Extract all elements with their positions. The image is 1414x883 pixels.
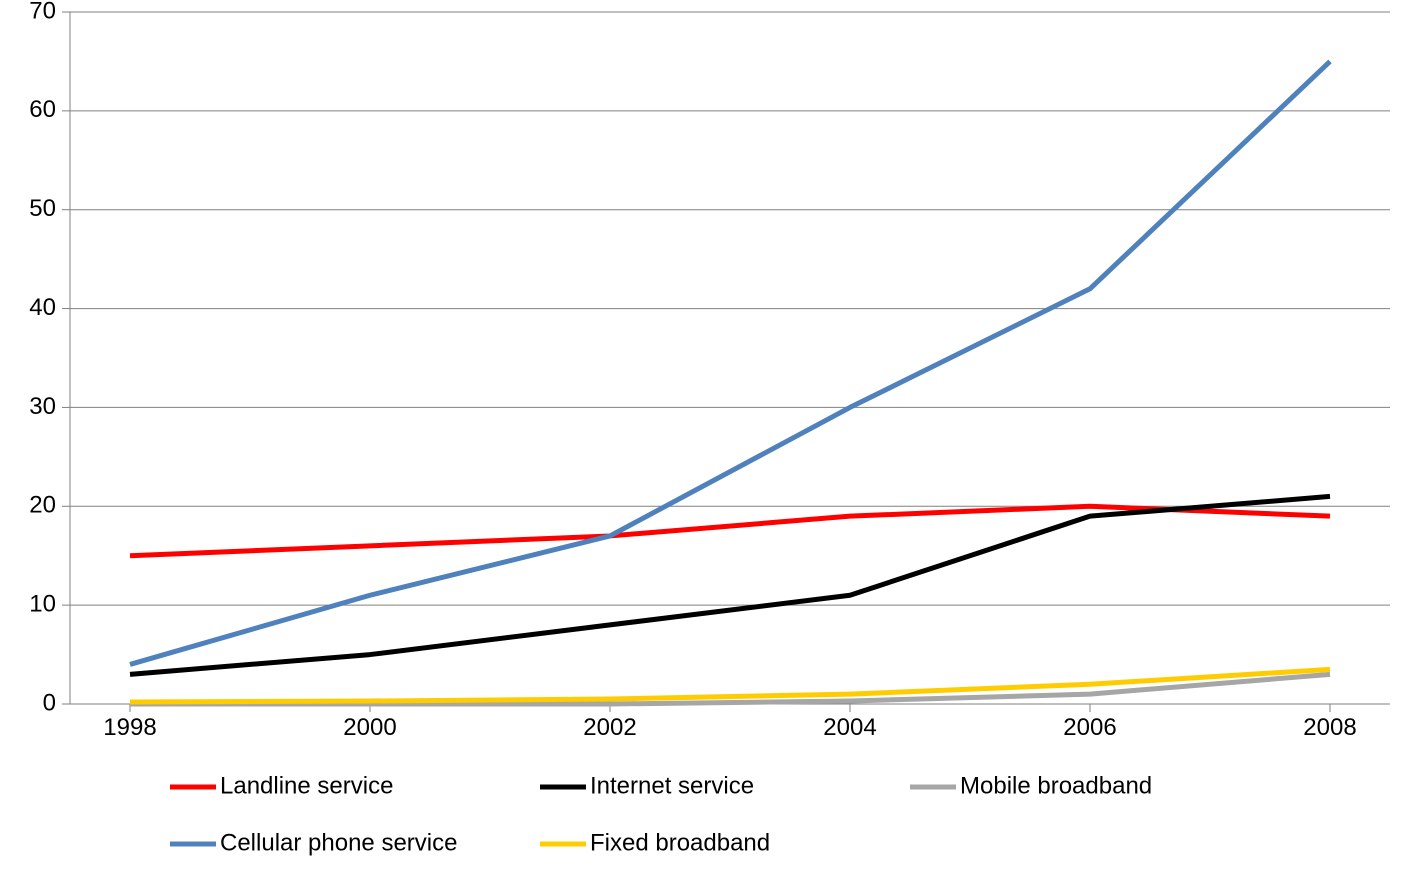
series-line <box>130 496 1330 674</box>
x-tick-label: 2008 <box>1303 714 1356 741</box>
x-tick-label: 2000 <box>343 714 396 741</box>
y-tick-label: 0 <box>43 689 56 716</box>
y-tick-label: 20 <box>29 492 56 519</box>
x-tick-label: 2006 <box>1063 714 1116 741</box>
series-line <box>130 61 1330 664</box>
y-tick-label: 10 <box>29 590 56 617</box>
legend-label: Mobile broadband <box>960 772 1152 799</box>
line-chart: 0 10 20 30 40 50 60 70 1998 2000 2002 2004 2006 2008 L… <box>0 0 1414 883</box>
y-tick-label: 70 <box>29 0 56 24</box>
y-tick-label: 50 <box>29 195 56 222</box>
x-tick-label: 2002 <box>583 714 636 741</box>
y-tick-label: 30 <box>29 393 56 420</box>
legend-label: Fixed broadband <box>590 829 770 856</box>
legend-label: Cellular phone service <box>220 829 457 856</box>
y-tick-label: 60 <box>29 96 56 123</box>
y-tick-label: 40 <box>29 294 56 321</box>
legend-label: Internet service <box>590 772 754 799</box>
legend-label: Landline service <box>220 772 393 799</box>
x-tick-label: 1998 <box>103 714 156 741</box>
series-line <box>130 669 1330 702</box>
x-tick-label: 2004 <box>823 714 876 741</box>
